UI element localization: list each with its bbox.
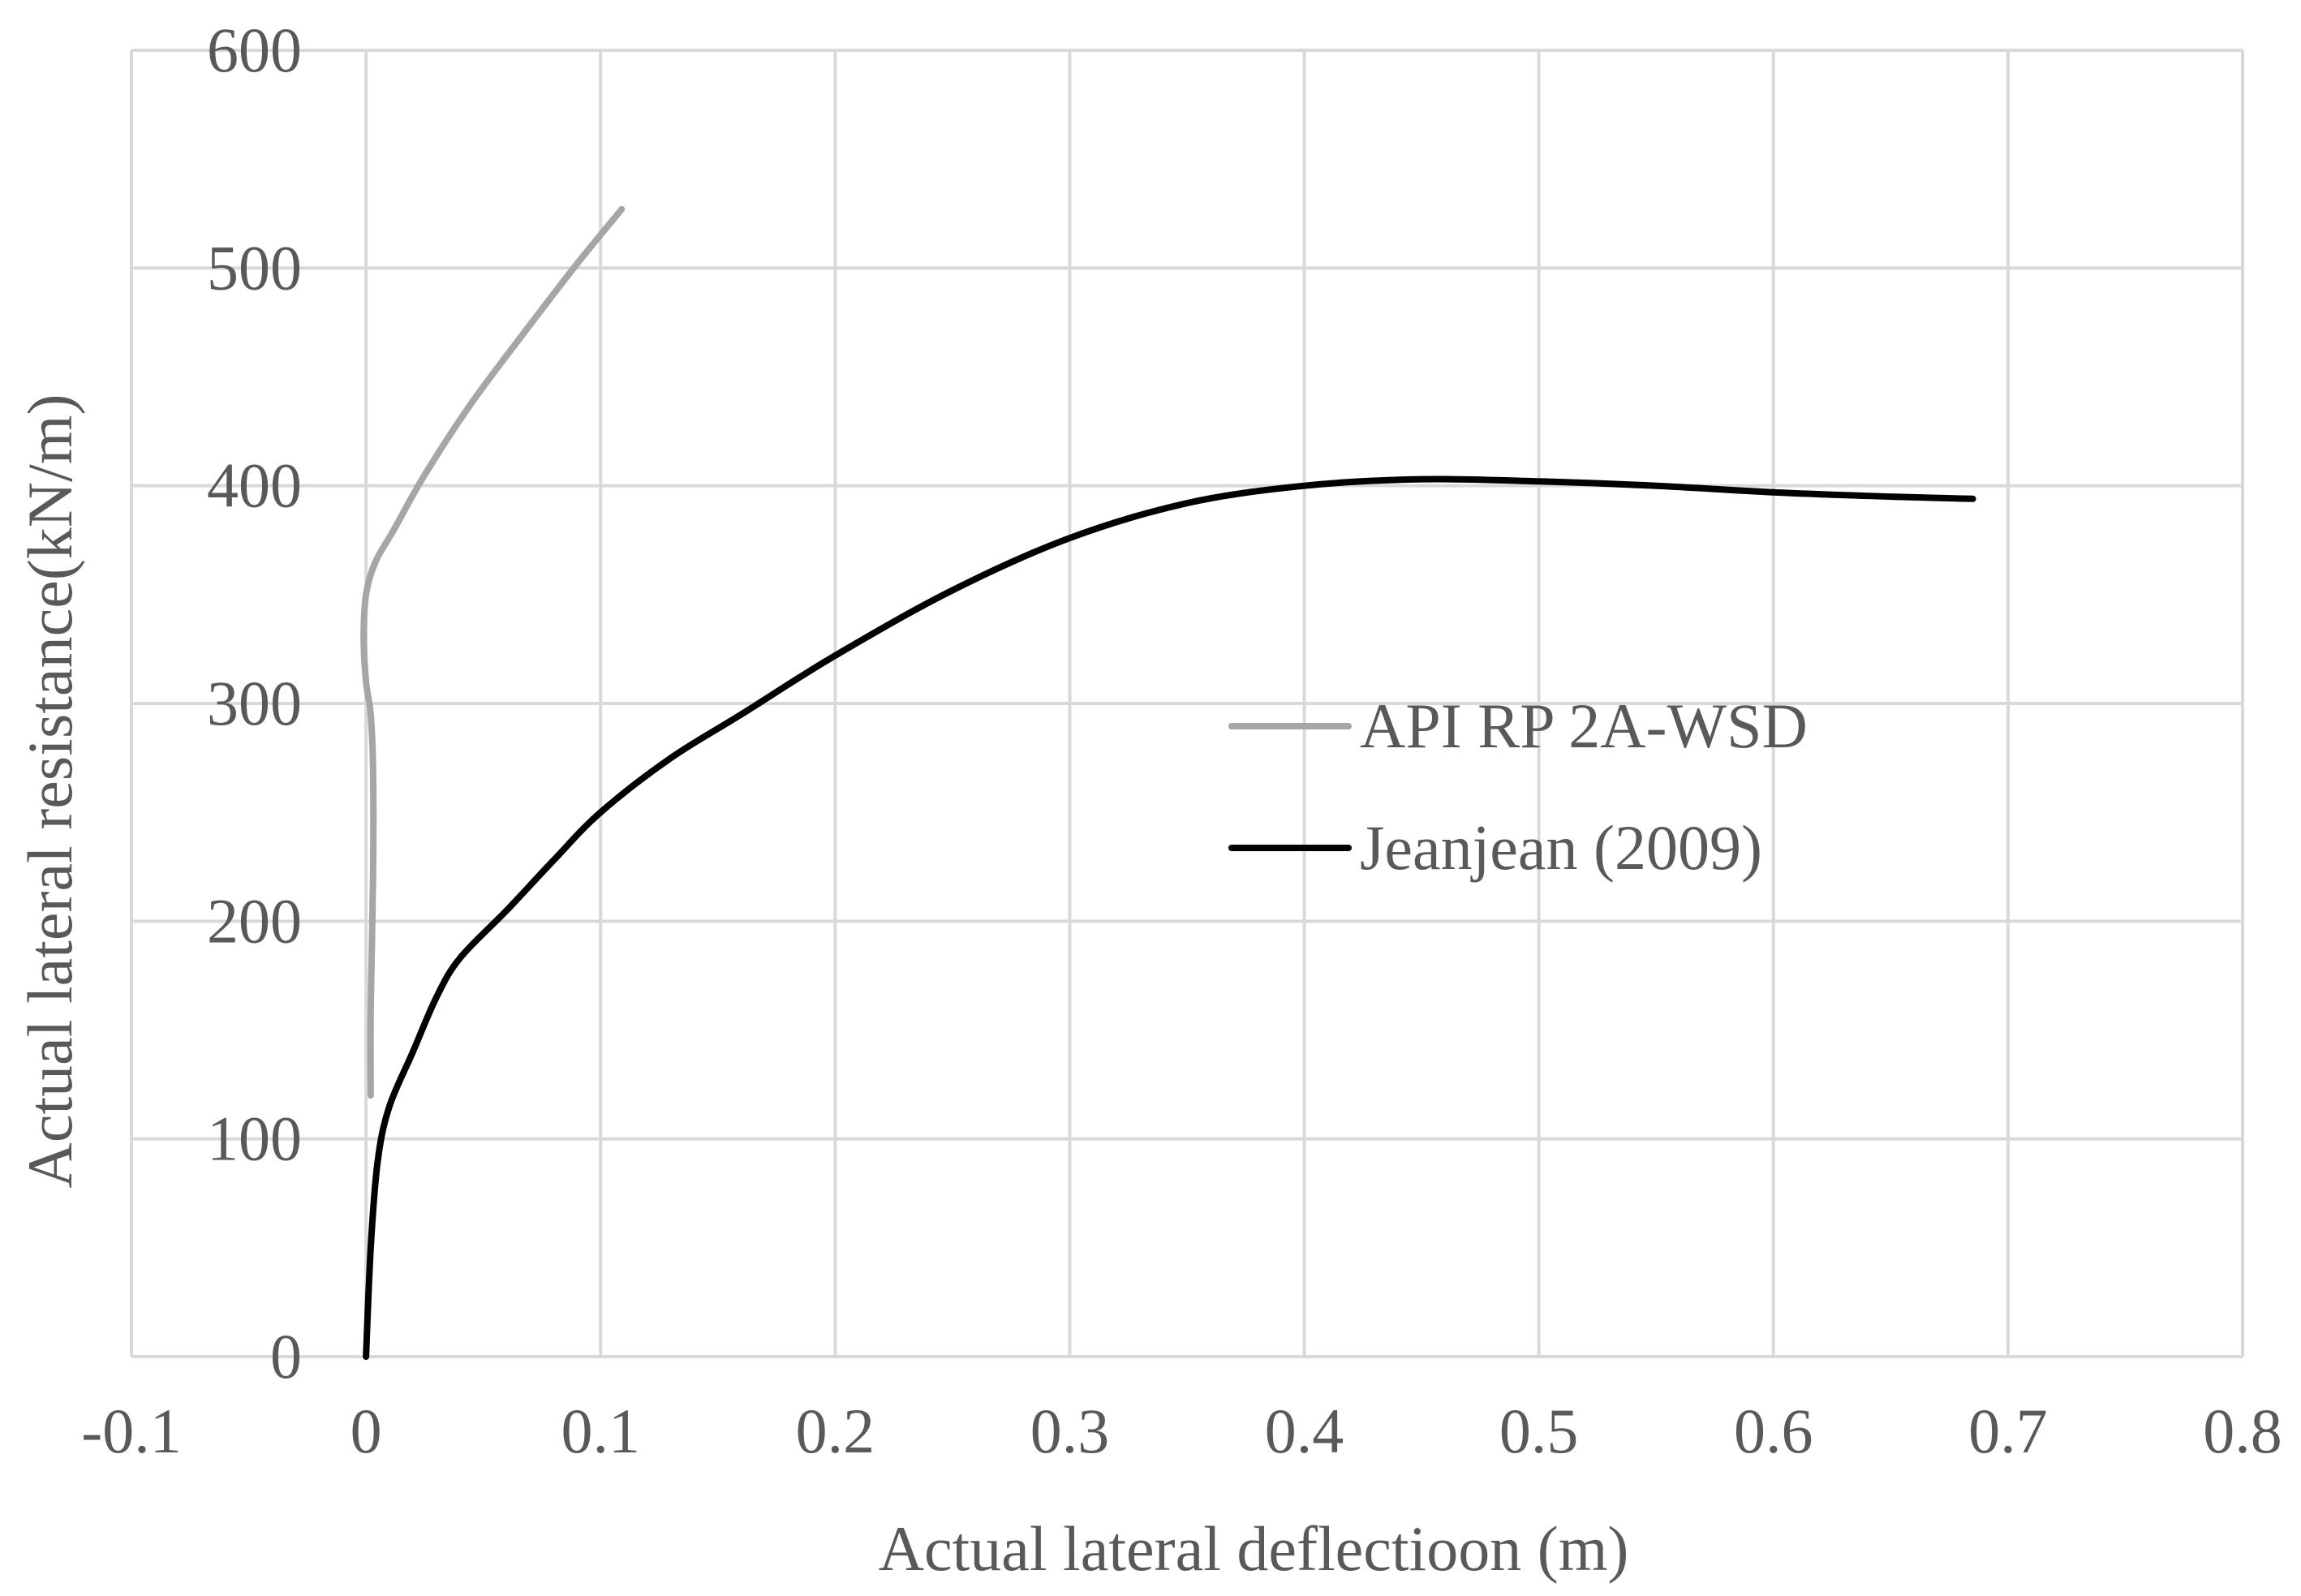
y-tick-label: 600 [207, 15, 302, 85]
x-tick-label: 0.6 [1734, 1396, 1813, 1466]
y-tick-label: 300 [207, 668, 302, 738]
x-tick-label: -0.1 [81, 1396, 181, 1466]
x-tick-label: 0.4 [1265, 1396, 1344, 1466]
y-tick-label: 400 [207, 450, 302, 521]
y-tick-label: 0 [270, 1321, 302, 1392]
x-tick-label: 0.2 [796, 1396, 875, 1466]
series-line-jeanjean-2009 [363, 475, 1976, 1360]
x-tick-label: 0.3 [1030, 1396, 1110, 1466]
y-tick-label: 200 [207, 885, 302, 956]
x-tick-label: 0.5 [1499, 1396, 1579, 1466]
x-tick-labels: -0.1 0 0.1 0.2 0.3 0.4 0.5 0.6 0.7 0.8 [81, 1396, 2282, 1466]
y-tick-label: 500 [207, 232, 302, 303]
legend-label-api-rp-2a-wsd: API RP 2A-WSD [1360, 690, 1808, 761]
x-tick-label: 0.8 [2203, 1396, 2282, 1466]
series-line-api-rp-2a-wsd [360, 205, 626, 1099]
x-axis-title: Actual lateral deflectioon (m) [879, 1513, 1629, 1584]
horizontal-gridlines [131, 49, 2243, 1358]
x-tick-label: 0 [351, 1396, 382, 1466]
legend: API RP 2A-WSD Jeanjean (2009) [1228, 690, 1808, 883]
x-tick-label: 0.7 [1968, 1396, 2048, 1466]
x-tick-label: 0.1 [561, 1396, 640, 1466]
legend-label-jeanjean-2009: Jeanjean (2009) [1360, 812, 1762, 883]
y-axis-title: Actual lateral resistance(kN/m) [15, 394, 85, 1189]
y-tick-label: 100 [207, 1103, 302, 1174]
series-layer [360, 205, 1976, 1360]
y-tick-labels: 0 100 200 300 400 500 600 [207, 15, 302, 1392]
